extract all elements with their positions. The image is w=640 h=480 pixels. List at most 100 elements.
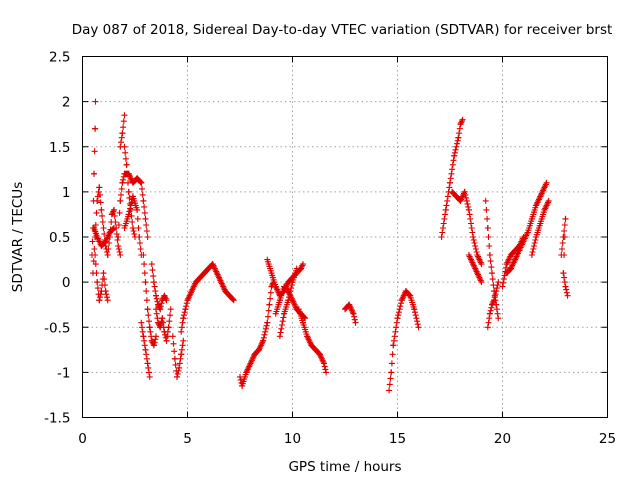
data-point-marker xyxy=(412,309,418,316)
y-tick-label: -0.5 xyxy=(44,320,70,336)
data-point-marker xyxy=(142,279,149,286)
data-point-marker xyxy=(129,219,136,225)
data-point-marker xyxy=(139,328,146,335)
data-point-marker xyxy=(452,146,459,153)
data-point-marker xyxy=(468,225,475,231)
y-tick-label: 1.5 xyxy=(49,140,70,156)
series-arc-s xyxy=(295,306,330,376)
data-point-marker xyxy=(468,220,474,227)
data-point-marker xyxy=(134,215,141,222)
data-point-marker xyxy=(563,289,570,296)
data-point-marker xyxy=(351,316,358,323)
series-arc-u xyxy=(386,288,422,394)
data-point-marker xyxy=(92,98,99,105)
data-point-marker xyxy=(178,346,185,353)
data-point-marker xyxy=(465,203,472,210)
data-point-marker xyxy=(230,296,236,303)
data-point-marker xyxy=(386,381,393,388)
data-point-marker xyxy=(488,304,495,311)
data-point-marker xyxy=(491,294,498,301)
data-point-marker xyxy=(101,276,108,283)
data-point-marker xyxy=(466,211,473,218)
data-point-marker xyxy=(171,348,178,355)
data-point-marker xyxy=(493,288,500,295)
data-point-marker xyxy=(111,206,117,213)
data-point-marker xyxy=(118,139,124,146)
series-arc-ac xyxy=(528,197,552,258)
data-point-marker xyxy=(94,285,101,292)
data-point-marker xyxy=(135,225,142,231)
x-tick-label: 0 xyxy=(78,431,87,447)
data-point-marker xyxy=(178,351,185,358)
data-point-marker xyxy=(528,252,535,258)
series-arc-w xyxy=(449,188,485,268)
data-point-marker xyxy=(93,209,100,216)
data-point-marker xyxy=(442,211,449,218)
series-arc-l xyxy=(153,306,174,344)
data-point-marker xyxy=(561,252,568,258)
data-point-marker xyxy=(143,355,150,362)
data-point-marker xyxy=(443,202,450,209)
data-point-marker xyxy=(105,246,112,252)
data-point-marker xyxy=(153,292,159,299)
data-point-marker xyxy=(129,225,136,231)
data-point-marker xyxy=(167,312,173,319)
data-point-marker xyxy=(116,249,123,255)
data-point-marker xyxy=(393,319,400,326)
data-point-marker xyxy=(159,315,166,322)
data-point-marker xyxy=(92,252,99,258)
data-point-marker xyxy=(153,333,159,340)
data-point-marker xyxy=(470,234,477,240)
data-point-marker xyxy=(491,297,498,304)
data-point-marker xyxy=(444,193,451,200)
data-point-marker xyxy=(461,188,468,195)
data-point-marker xyxy=(559,246,565,252)
data-point-marker xyxy=(96,184,103,191)
data-point-marker xyxy=(118,134,125,141)
data-point-marker xyxy=(350,310,357,317)
data-point-marker xyxy=(99,219,106,225)
data-point-marker xyxy=(163,337,170,344)
data-point-marker xyxy=(562,215,569,222)
data-point-marker xyxy=(531,243,537,249)
data-point-marker xyxy=(142,346,149,353)
data-point-marker xyxy=(157,303,164,310)
y-tick-label: 1 xyxy=(62,185,71,201)
data-point-marker xyxy=(293,265,300,272)
data-point-marker xyxy=(134,206,141,213)
data-point-marker xyxy=(563,286,570,293)
data-point-marker xyxy=(151,339,158,346)
data-point-marker xyxy=(154,298,161,305)
data-point-marker xyxy=(394,315,401,322)
data-point-marker xyxy=(545,197,552,204)
data-point-marker xyxy=(441,215,448,222)
data-point-marker xyxy=(561,228,568,234)
data-point-marker xyxy=(143,288,150,295)
x-axis-label: GPS time / hours xyxy=(288,459,401,475)
data-point-marker xyxy=(117,252,124,258)
data-point-marker xyxy=(147,328,154,335)
data-point-marker xyxy=(454,140,460,147)
data-point-marker xyxy=(500,279,507,286)
data-point-marker xyxy=(489,276,496,283)
data-point-marker xyxy=(388,360,395,367)
data-point-marker xyxy=(102,288,109,295)
x-tick-label: 10 xyxy=(284,431,301,447)
data-point-marker xyxy=(181,309,188,316)
data-point-marker xyxy=(267,295,274,302)
data-point-marker xyxy=(177,355,184,362)
data-point-marker xyxy=(136,234,143,240)
data-point-marker xyxy=(277,329,284,336)
data-point-marker xyxy=(142,215,149,222)
data-point-marker xyxy=(178,324,185,331)
data-point-marker xyxy=(139,191,146,198)
data-point-marker xyxy=(125,179,131,186)
data-point-marker xyxy=(115,246,122,252)
data-point-marker xyxy=(285,297,292,304)
data-point-marker xyxy=(261,331,268,338)
data-point-marker xyxy=(488,264,495,271)
data-point-marker xyxy=(140,333,147,340)
data-point-marker xyxy=(266,301,273,308)
data-point-marker xyxy=(175,367,182,374)
data-point-marker xyxy=(489,270,495,277)
